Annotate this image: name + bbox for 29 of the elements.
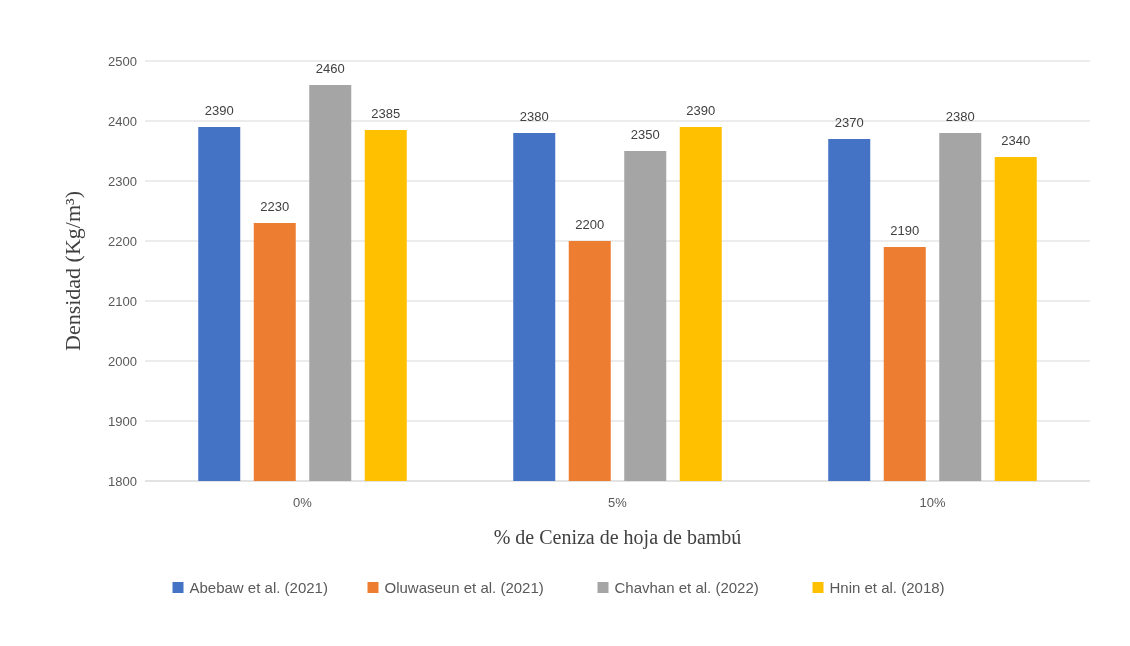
y-tick-label: 2500 [108,53,137,69]
data-label: 2380 [945,109,975,124]
data-label: 2390 [204,103,234,118]
y-tick-label: 2200 [108,233,137,249]
y-tick-label: 2100 [108,293,137,309]
legend-label: Chavhan et al. (2022) [614,579,759,597]
x-tick-label: 5% [608,495,628,510]
y-tick-label: 1900 [108,413,137,429]
y-axis-title: Densidad (Kg/m³) [60,191,85,351]
data-label: 2200 [575,217,605,232]
x-tick-label: 10% [919,495,946,510]
legend-label: Oluwaseun et al. (2021) [384,579,544,597]
data-label: 2460 [315,61,345,76]
y-tick-label: 2300 [108,173,137,189]
data-label: 2385 [371,106,401,121]
x-tick-label: 0% [293,495,313,510]
legend-label: Hnin et al. (2018) [829,579,945,597]
legend-label: Abebaw et al. (2021) [189,579,328,597]
x-axis-title: % de Ceniza de hoja de bambú [493,526,742,549]
data-label: 2350 [630,127,660,142]
data-label: 2230 [260,199,290,214]
y-tick-label: 2000 [108,353,137,369]
data-label: 2390 [686,103,716,118]
data-label: 2190 [890,223,920,238]
y-tick-label: 2400 [108,113,137,129]
data-label: 2340 [1001,133,1031,148]
data-label: 2380 [519,109,549,124]
data-label: 2370 [834,115,864,130]
y-tick-label: 1800 [108,473,137,489]
